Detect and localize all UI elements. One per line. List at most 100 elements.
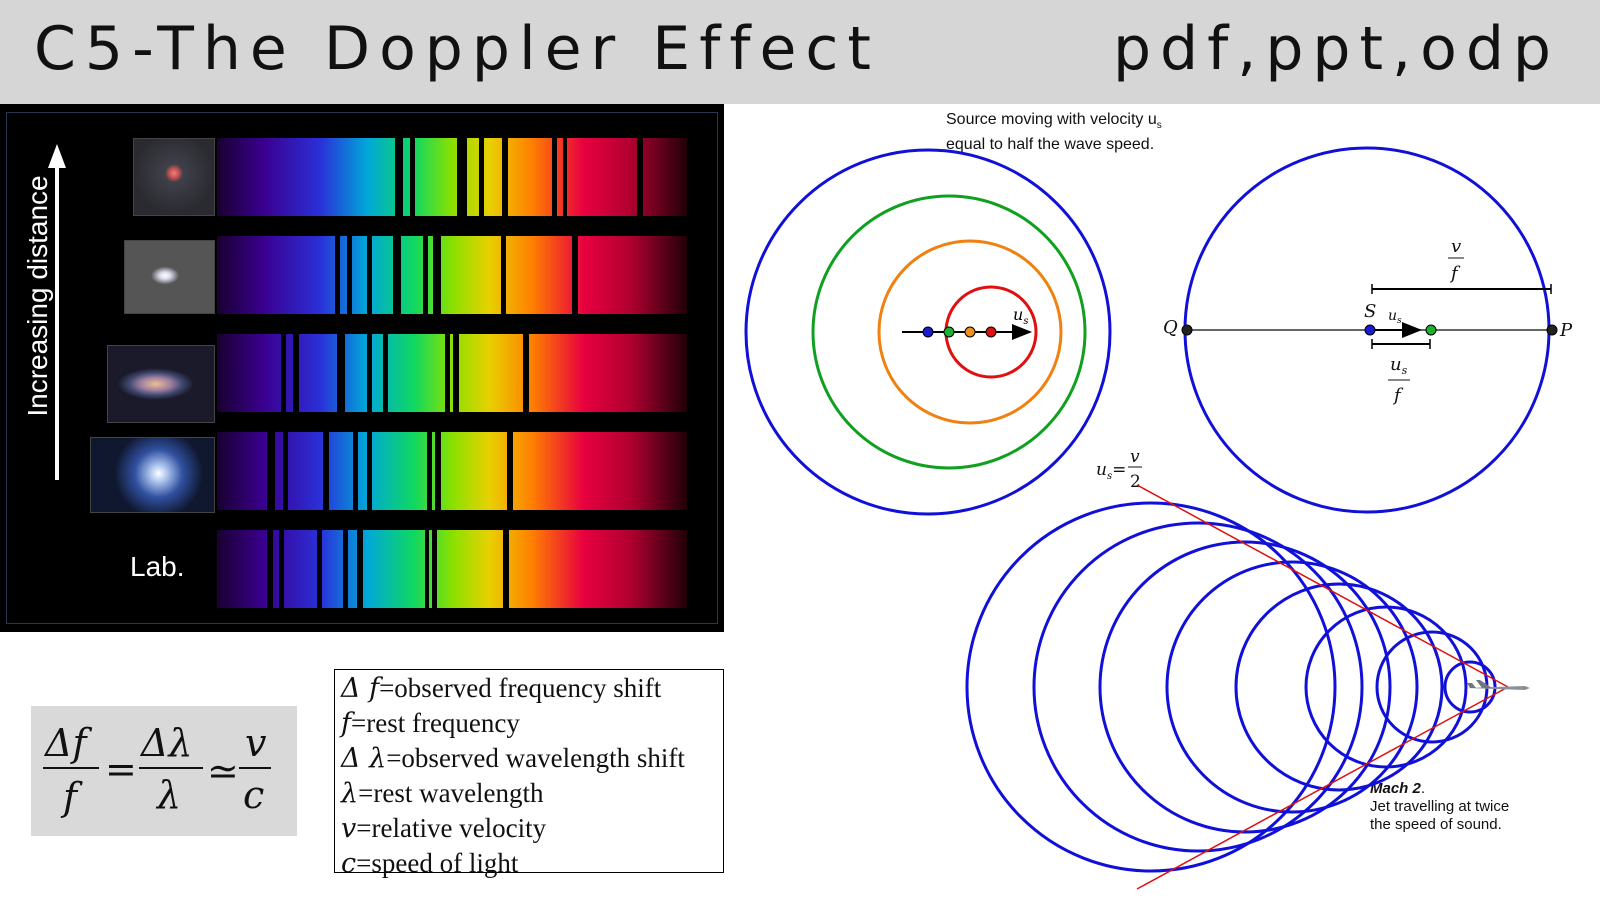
absorption-line bbox=[367, 334, 372, 412]
galaxy-thumbnail-4 bbox=[90, 437, 215, 513]
absorption-line bbox=[267, 432, 275, 510]
absorption-line bbox=[523, 334, 529, 412]
absorption-line bbox=[479, 138, 484, 216]
absorption-line bbox=[502, 138, 508, 216]
absorption-line bbox=[393, 236, 401, 314]
doppler-formula-box: Δf f = Δλ λ ≃ v c bbox=[31, 706, 297, 836]
symbol-definitions: Δ f=observed frequency shift f=rest freq… bbox=[334, 669, 724, 879]
source-position-3 bbox=[964, 326, 976, 338]
page-title: C5-The Doppler Effect bbox=[34, 14, 880, 84]
absorption-line bbox=[337, 334, 345, 412]
svg-text:f: f bbox=[1392, 385, 1404, 406]
absorption-line bbox=[383, 334, 388, 412]
spectrum-band-3 bbox=[217, 334, 687, 412]
svg-text:f: f bbox=[1449, 263, 1461, 284]
spectrum-band-2 bbox=[217, 236, 687, 314]
definition-row: Δ λ=observed wavelength shift bbox=[341, 743, 685, 774]
mach-wavefront-8 bbox=[1443, 660, 1497, 714]
mach-wavefront-1 bbox=[965, 501, 1337, 873]
formula-num-left: Δf bbox=[43, 721, 92, 765]
mach-wavefront-2 bbox=[1032, 521, 1364, 853]
mach-wavefront-4 bbox=[1165, 560, 1419, 814]
absorption-line bbox=[281, 334, 286, 412]
absorption-line bbox=[507, 432, 513, 510]
absorption-line bbox=[445, 334, 450, 412]
distance-arrow-head bbox=[48, 144, 66, 168]
galaxy-thumbnail-2 bbox=[124, 240, 215, 314]
mach-cone-upper bbox=[1136, 484, 1509, 688]
label-q: Q bbox=[1163, 317, 1178, 338]
absorption-line bbox=[457, 138, 467, 216]
absorption-line bbox=[432, 530, 437, 608]
absorption-line bbox=[501, 236, 506, 314]
svg-text:v: v bbox=[1130, 447, 1140, 467]
galaxy-thumbnail-1 bbox=[133, 138, 215, 216]
svg-text:2: 2 bbox=[1130, 472, 1141, 492]
svg-text:us: us bbox=[1390, 354, 1408, 377]
speed-ratio-label: us= v 2 bbox=[1096, 447, 1142, 492]
absorption-line bbox=[279, 530, 284, 608]
wavefront-third bbox=[877, 239, 1063, 425]
header-bar: C5-The Doppler Effect pdf,ppt,odp bbox=[0, 0, 1600, 104]
absorption-line bbox=[453, 334, 459, 412]
absorption-line bbox=[423, 236, 428, 314]
svg-text:us=: us= bbox=[1096, 460, 1126, 482]
source-position-2 bbox=[943, 326, 955, 338]
absorption-line bbox=[353, 432, 358, 510]
galaxy-thumbnail-3 bbox=[107, 345, 215, 423]
absorption-line bbox=[357, 530, 363, 608]
absorption-line bbox=[427, 432, 432, 510]
absorption-line bbox=[637, 138, 643, 216]
moving-source-caption: Source moving with velocity us equal to … bbox=[946, 111, 1162, 154]
distance-arrow-shaft bbox=[55, 158, 59, 480]
spectrum-band-1 bbox=[217, 138, 687, 216]
absorption-line bbox=[267, 530, 273, 608]
absorption-line bbox=[503, 530, 509, 608]
spectra-frame bbox=[6, 112, 718, 624]
us-over-f-label: us f bbox=[1388, 354, 1410, 406]
absorption-line bbox=[552, 138, 557, 216]
v-over-f-label: v f bbox=[1448, 236, 1464, 284]
spectrum-band-lab bbox=[217, 530, 687, 608]
definition-row: λ=rest wavelength bbox=[341, 778, 544, 809]
absorption-line bbox=[343, 530, 348, 608]
definition-row: Δ f=observed frequency shift bbox=[341, 673, 662, 704]
format-list: pdf,ppt,odp bbox=[1112, 14, 1560, 84]
lab-label: Lab. bbox=[130, 551, 185, 582]
label-p: P bbox=[1559, 320, 1573, 341]
absorption-line bbox=[563, 138, 567, 216]
mach-wavefront-6 bbox=[1304, 605, 1468, 769]
absorption-line bbox=[317, 530, 322, 608]
absorption-line bbox=[347, 236, 352, 314]
wavefront-second bbox=[811, 194, 1087, 470]
velocity-label: us bbox=[1013, 305, 1028, 327]
point-q bbox=[1181, 324, 1193, 336]
source-position-4 bbox=[985, 326, 997, 338]
absorption-line bbox=[425, 530, 429, 608]
label-us: us bbox=[1388, 308, 1402, 326]
wavefront-outer bbox=[744, 148, 1112, 516]
absorption-line bbox=[293, 334, 299, 412]
mach-cone-lower bbox=[1136, 686, 1509, 890]
svg-text:v: v bbox=[1451, 236, 1461, 257]
doppler-formula: Δf f = Δλ λ ≃ v c bbox=[43, 721, 271, 819]
absorption-line bbox=[395, 138, 403, 216]
absorption-line bbox=[410, 138, 415, 216]
absorption-line bbox=[335, 236, 340, 314]
point-p bbox=[1546, 324, 1558, 336]
formula-num-right: v bbox=[245, 721, 267, 765]
point-s bbox=[1364, 324, 1376, 336]
mach-wavefront-5 bbox=[1234, 582, 1444, 792]
mach-caption: Mach 2. Jet travelling at twice the spee… bbox=[1370, 780, 1510, 833]
absorption-line bbox=[283, 432, 288, 510]
label-s: S bbox=[1364, 301, 1376, 322]
mach-wavefront-3 bbox=[1098, 540, 1392, 834]
source-position-1 bbox=[922, 326, 934, 338]
definition-row: f=rest frequency bbox=[341, 708, 520, 739]
formula-num-mid: Δλ bbox=[139, 721, 193, 765]
formula-approx: ≃ bbox=[207, 749, 239, 793]
formula-den-right: c bbox=[243, 773, 264, 817]
definition-row: c=speed of light bbox=[341, 848, 519, 879]
absorption-line bbox=[323, 432, 329, 510]
